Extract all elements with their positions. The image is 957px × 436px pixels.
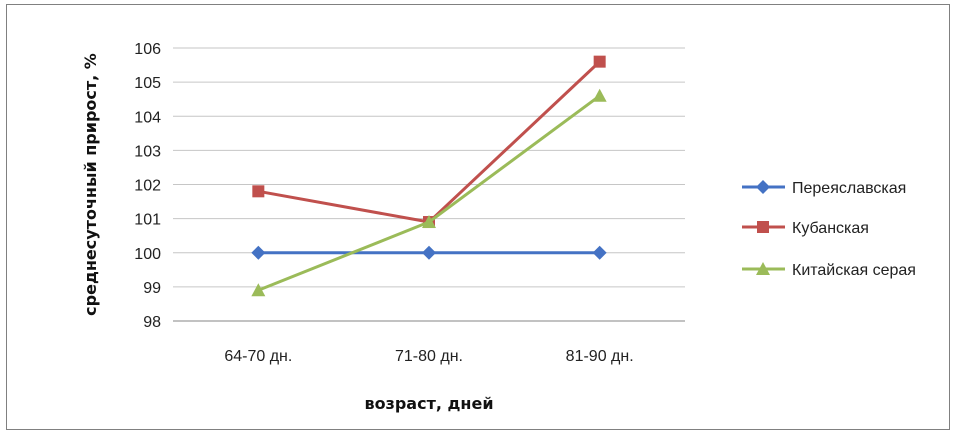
- legend: Переяславская Кубанская Китайская серая: [742, 180, 916, 279]
- legend-item: Кубанская: [742, 220, 869, 237]
- series-2: [252, 55, 606, 229]
- y-tick-label: 99: [143, 280, 161, 297]
- y-tick-label: 100: [134, 246, 161, 263]
- y-tick-label: 102: [134, 178, 161, 195]
- series-line: [257, 94, 601, 292]
- legend-label: Китайская серая: [792, 262, 916, 279]
- data-point: [422, 215, 436, 229]
- data-point: [592, 245, 607, 260]
- x-tick-label: 81-90 дн.: [566, 348, 634, 365]
- legend-label: Кубанская: [792, 220, 869, 237]
- x-tick-label: 64-70 дн.: [224, 348, 292, 365]
- data-point: [251, 245, 266, 260]
- data-point: [593, 55, 606, 68]
- x-tick-labels: 64-70 дн. 71-80 дн. 81-90 дн.: [224, 348, 633, 365]
- y-tick-label: 103: [134, 143, 161, 160]
- data-point: [422, 245, 436, 260]
- y-tick-label: 101: [134, 212, 161, 229]
- data-point: [592, 88, 607, 102]
- y-axis-title: среднесуточный прирост, %: [81, 53, 100, 316]
- data-point: [251, 283, 266, 297]
- legend-item: Китайская серая: [742, 262, 916, 279]
- y-tick-label: 98: [143, 314, 161, 331]
- series-line: [258, 60, 601, 224]
- series-3: [251, 88, 607, 297]
- gridlines: [173, 47, 685, 322]
- x-tick-label: 71-80 дн.: [395, 348, 463, 365]
- legend-item: Переяславская: [742, 180, 906, 197]
- legend-swatch-marker: [756, 180, 770, 194]
- legend-label: Переяславская: [792, 180, 906, 197]
- series-group: [251, 55, 607, 297]
- legend-swatch-marker: [756, 262, 770, 275]
- data-point: [252, 185, 265, 198]
- legend-swatch-marker: [757, 221, 769, 233]
- chart-frame: [6, 4, 950, 430]
- x-axis-title: возраст, дней: [364, 394, 493, 413]
- series-1: [251, 245, 607, 260]
- y-tick-label: 105: [134, 75, 161, 92]
- y-tick-labels: 98 99 100 101 102 103 104 105 106: [134, 41, 161, 331]
- y-tick-label: 104: [134, 109, 161, 126]
- y-tick-label: 106: [134, 41, 161, 58]
